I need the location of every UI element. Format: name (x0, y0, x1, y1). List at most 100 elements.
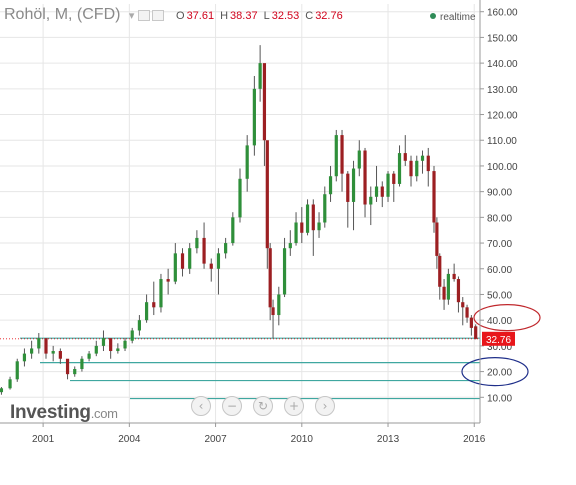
scroll-left-button[interactable]: ‹ (191, 396, 211, 416)
x-tick-label: 2001 (32, 434, 55, 445)
x-tick-label: 2013 (377, 434, 400, 445)
zoom-out-button[interactable]: − (222, 396, 242, 416)
candle-up (188, 248, 192, 269)
candle-down (465, 307, 469, 318)
candle-up (357, 150, 361, 169)
annotation-ellipse-blue (461, 356, 529, 387)
candle-up (73, 369, 77, 375)
candle-up (30, 348, 34, 354)
ohlc-value-h: 38.37 (230, 10, 258, 22)
candle-down (65, 358, 70, 375)
y-tick-label: 90.00 (487, 188, 512, 199)
candle-down (166, 279, 170, 282)
candle-down (265, 140, 269, 249)
ohlc-key-c: C (305, 10, 314, 22)
horizontal-lines-layer (0, 337, 480, 400)
ohlc-value-l: 32.53 (271, 10, 300, 22)
zoom-in-button[interactable]: + (284, 396, 304, 416)
ohlc-key-h: H (220, 10, 229, 22)
y-tick-label: 120.00 (487, 111, 518, 122)
grid-layer (0, 4, 480, 423)
candle-up (173, 253, 177, 282)
candle-up (116, 348, 120, 352)
candle-up (386, 173, 390, 197)
candle-up (277, 294, 281, 316)
candle-down (109, 338, 113, 352)
scroll-right-button[interactable]: › (315, 396, 335, 416)
candle-up (374, 186, 379, 197)
status-dot-icon (430, 13, 436, 19)
candle-up (101, 338, 106, 346)
candle-up (323, 194, 327, 223)
candle-up (238, 178, 242, 218)
investing-logo: Investing.com (10, 402, 118, 424)
annotations-layer (461, 304, 541, 387)
candle-up (305, 204, 310, 233)
logo-suffix: .com (90, 406, 118, 421)
candle-down (474, 326, 478, 339)
candle-down (426, 155, 430, 172)
candle-down (180, 253, 185, 269)
candle-up (87, 353, 91, 359)
candle-down (469, 317, 473, 328)
candle-up (123, 340, 127, 349)
candle-up (51, 351, 55, 354)
y-tick-label: 40.00 (487, 316, 512, 327)
candles-layer (0, 45, 478, 395)
y-tick-label: 150.00 (487, 33, 518, 44)
y-tick-label: 70.00 (487, 239, 512, 250)
candle-down (271, 307, 275, 316)
candle-down (268, 248, 272, 308)
y-tick-label: 130.00 (487, 85, 518, 96)
ohlc-key-l: L (263, 10, 270, 22)
ohlc-readout: O 37.61 H 38.37 L 32.53 C 32.76 (176, 10, 349, 22)
x-tick-label: 2010 (291, 434, 314, 445)
candle-down (340, 135, 344, 174)
candle-up (258, 63, 262, 89)
candle-down (346, 173, 350, 202)
candle-down (452, 273, 456, 280)
price-tag-label: 32.76 (486, 335, 511, 346)
ohlc-value-c: 32.76 (315, 10, 343, 22)
candle-up (144, 302, 149, 321)
chevron-down-icon[interactable]: ▾ (128, 10, 135, 22)
reset-button[interactable]: ↻ (253, 396, 273, 416)
indicator-icon[interactable] (152, 10, 164, 21)
logo-brand: Investing (10, 402, 91, 423)
candle-up (80, 358, 84, 370)
candle-down (209, 263, 213, 269)
candle-down (300, 222, 304, 233)
y-tick-label: 140.00 (487, 59, 518, 70)
candle-down (202, 237, 206, 264)
candle-down (432, 171, 436, 223)
candle-up (0, 388, 4, 393)
candle-down (461, 302, 465, 308)
settings-icon[interactable] (138, 10, 150, 21)
y-tick-label: 30.00 (487, 342, 512, 353)
candle-up (137, 320, 142, 331)
candle-down (403, 153, 407, 161)
chart-title-text: Rohöl, M, (CFD) (4, 6, 121, 23)
candle-up (231, 217, 235, 244)
annotation-ellipse-red (473, 304, 541, 332)
candle-up (22, 353, 27, 362)
candle-up (317, 222, 321, 231)
candle-down (363, 150, 367, 205)
candle-down (58, 351, 62, 359)
candle-up (282, 248, 287, 295)
y-tick-label: 50.00 (487, 290, 512, 301)
candle-up (446, 273, 450, 300)
x-tick-label: 2016 (463, 434, 486, 445)
axes-layer: 10.00 20.00 30.00 40.00 50.00 60.00 70.00 80.00… (0, 0, 518, 445)
candle-up (294, 222, 298, 244)
y-tick-label: 80.00 (487, 213, 512, 224)
y-tick-label: 10.00 (487, 393, 512, 404)
candle-down (442, 286, 446, 300)
candle-down (435, 222, 439, 256)
candle-up (328, 176, 333, 195)
chart-title[interactable]: Rohöl, M, (CFD) ▾ (4, 6, 134, 24)
y-tick-label: 160.00 (487, 8, 518, 19)
candle-down (392, 173, 396, 184)
